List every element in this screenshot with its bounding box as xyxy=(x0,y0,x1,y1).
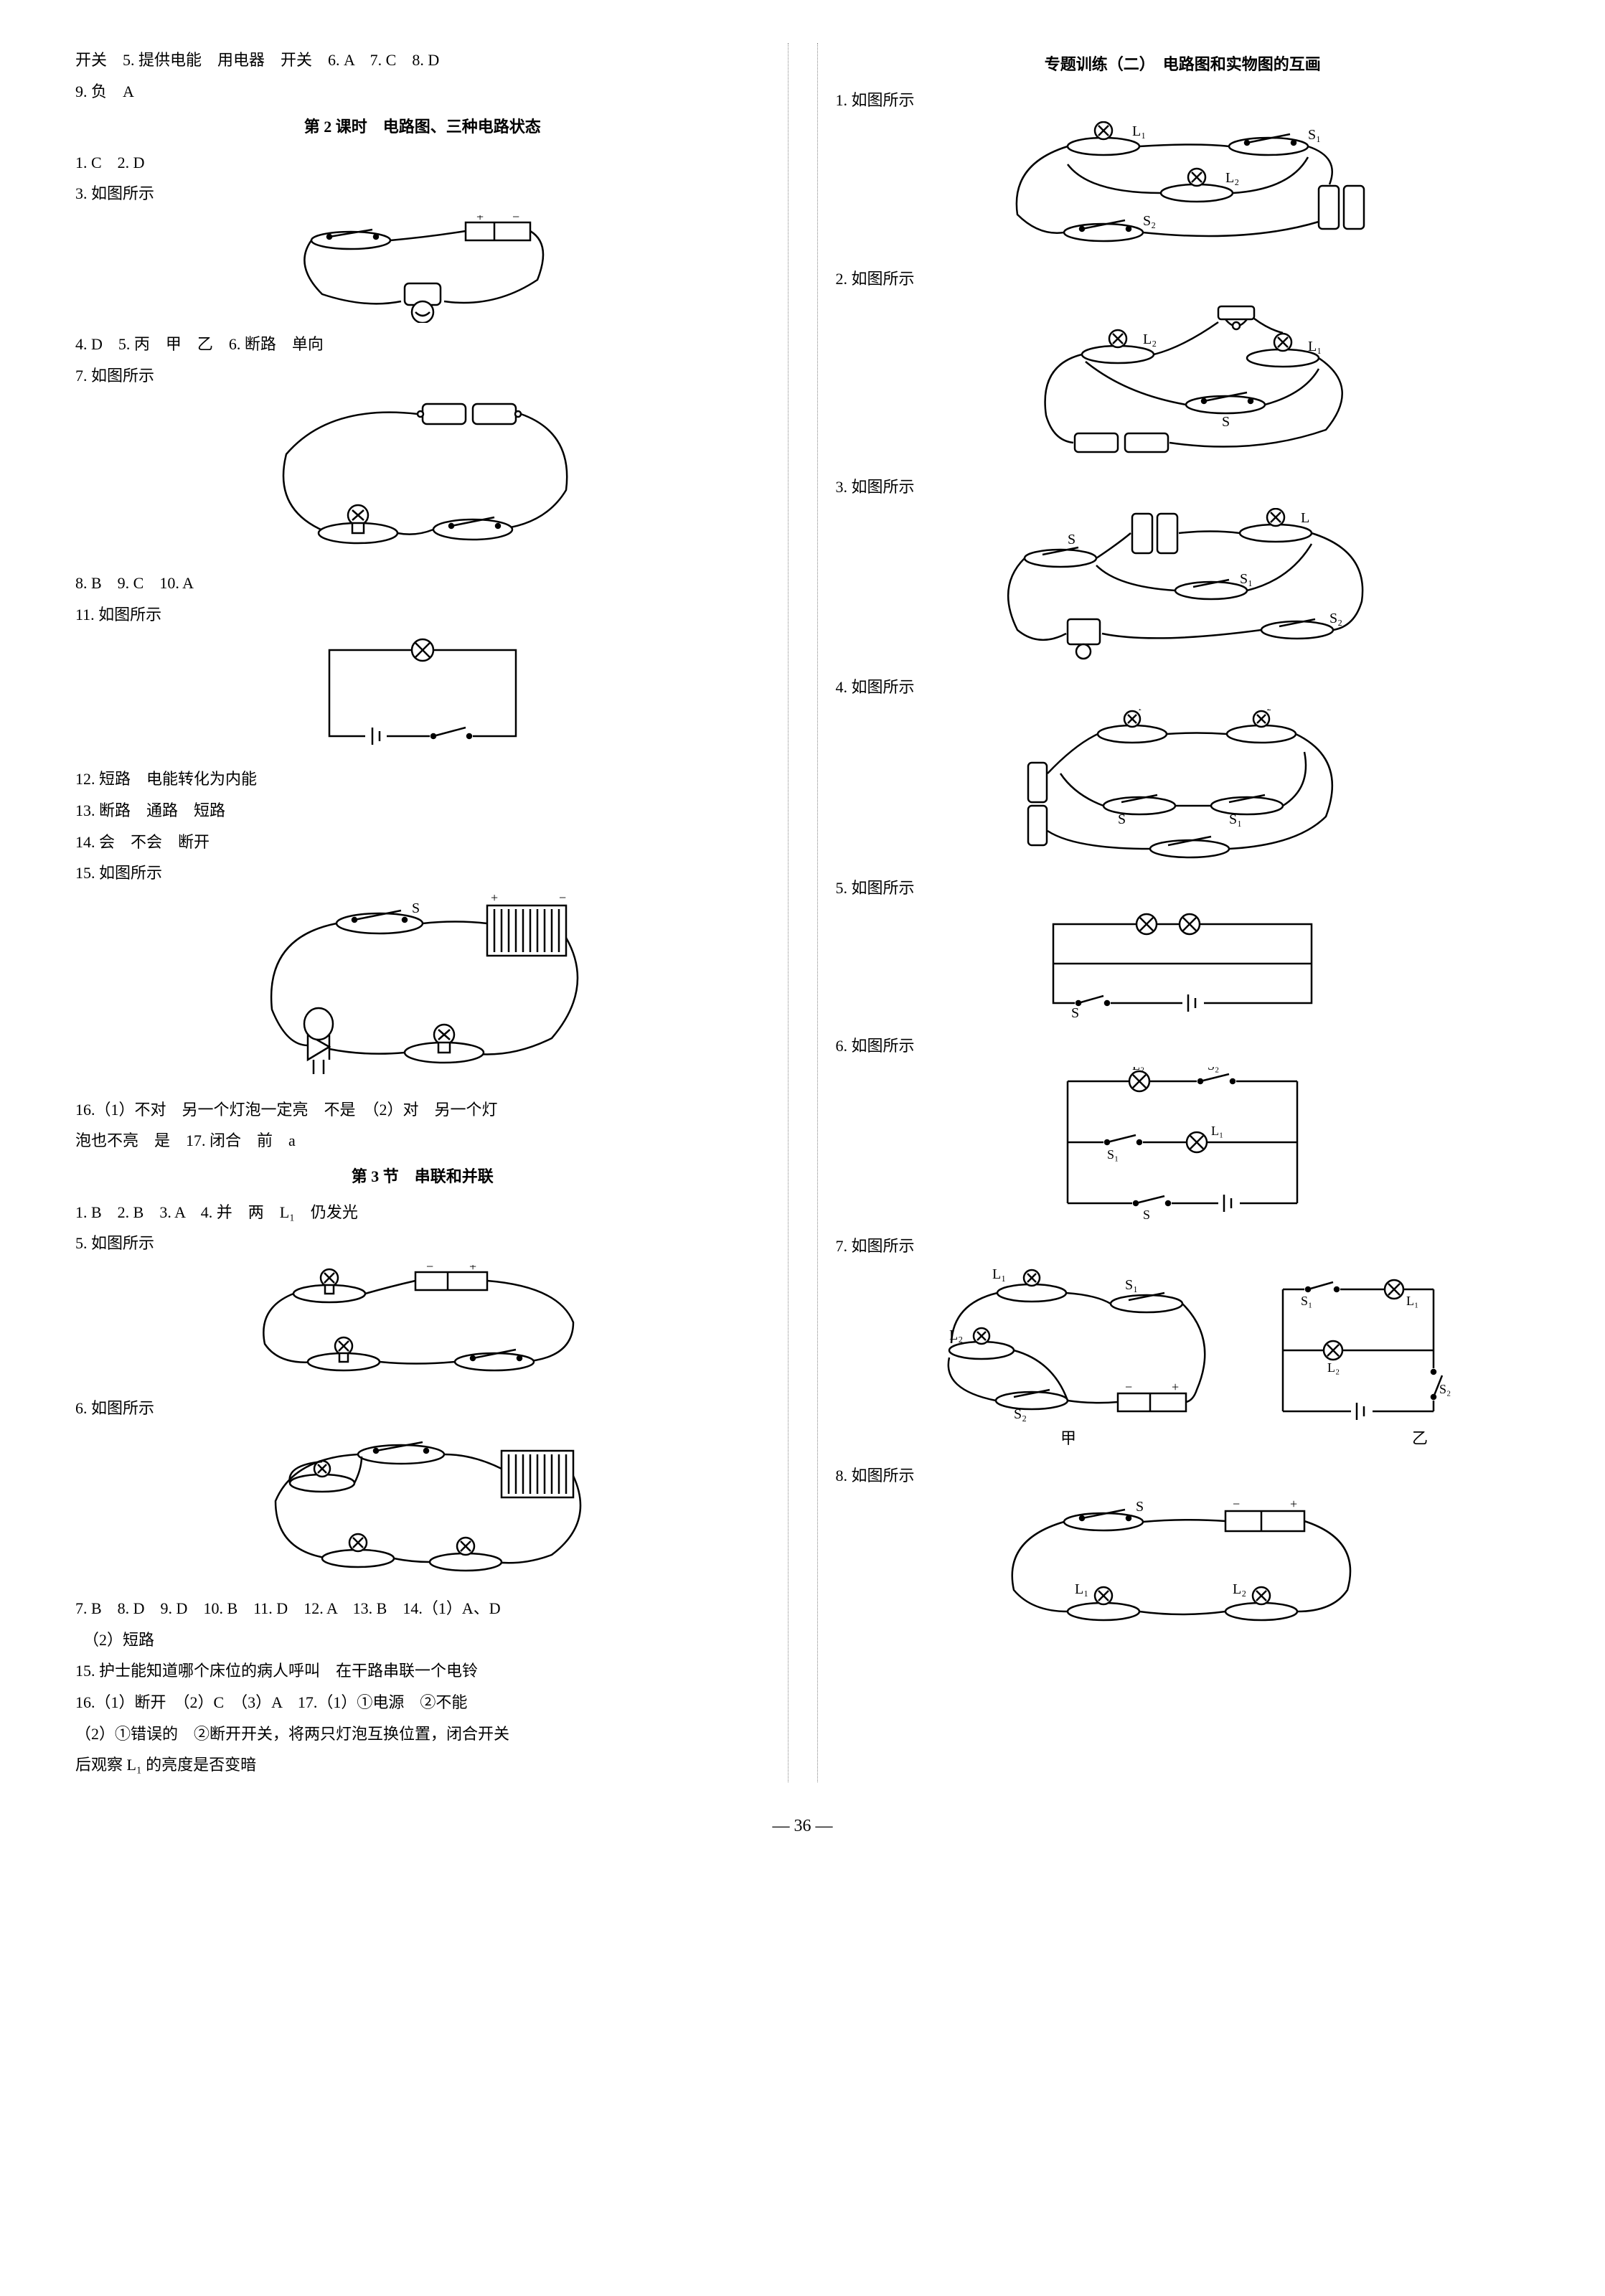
answer-line: 开关 5. 提供电能 用电器 开关 6. A 7. C 8. D xyxy=(75,46,770,75)
answer-line: 4. D 5. 丙 甲 乙 6. 断路 单向 xyxy=(75,330,770,359)
svg-text:+: + xyxy=(469,1265,476,1274)
answer-line: 6. 如图所示 xyxy=(836,1032,1530,1060)
answer-line: 3. 如图所示 xyxy=(836,473,1530,502)
svg-text:S₁: S₁ xyxy=(1107,1147,1119,1162)
left-column: 开关 5. 提供电能 用电器 开关 6. A 7. C 8. D 9. 负 A … xyxy=(57,43,789,1782)
circuit-diagram-left-7 xyxy=(75,397,770,562)
page-number: — 36 — xyxy=(57,1811,1548,1842)
svg-text:S: S xyxy=(412,900,420,916)
circuit-diagram-right-8: S − + L₁ L₂ xyxy=(836,1497,1530,1640)
svg-text:S₂: S₂ xyxy=(1329,611,1342,626)
circuit-diagram-left-s6 xyxy=(75,1429,770,1587)
svg-text:S₂: S₂ xyxy=(1439,1382,1451,1396)
svg-text:−: − xyxy=(426,1265,433,1274)
svg-text:S₁: S₁ xyxy=(1125,1277,1138,1293)
svg-text:S₂: S₂ xyxy=(1143,213,1156,229)
svg-text:S₁: S₁ xyxy=(1301,1294,1312,1308)
svg-text:L₂: L₂ xyxy=(1132,1067,1144,1073)
circuit-diagram-left-s5: − + xyxy=(75,1265,770,1387)
svg-text:L₁: L₁ xyxy=(1129,709,1142,711)
svg-text:S: S xyxy=(1136,1499,1144,1515)
answer-line: 16.（1）断开 （2）C （3）A 17.（1）①电源 ②不能 xyxy=(75,1688,770,1717)
answer-line: 3. 如图所示 xyxy=(75,179,770,208)
circuit-diagram-left-15: + − S xyxy=(75,895,770,1088)
circuit-diagram-right-3: L S S₁ S₂ xyxy=(836,508,1530,666)
svg-text:S: S xyxy=(1143,1208,1150,1222)
svg-text:L₂: L₂ xyxy=(1258,709,1271,711)
label-yi: 乙 xyxy=(1412,1429,1428,1447)
answer-line: 16.（1）不对 另一个灯泡一定亮 不是 （2）对 另一个灯 xyxy=(75,1096,770,1124)
answer-line: 1. C 2. D xyxy=(75,149,770,177)
answer-line: 7. 如图所示 xyxy=(75,362,770,390)
answer-line: 9. 负 A xyxy=(75,77,770,106)
svg-text:L₂: L₂ xyxy=(1143,331,1157,347)
answer-line: 1. B 2. B 3. A 4. 并 两 L₁ 仍发光 xyxy=(75,1198,770,1227)
svg-text:L₁: L₁ xyxy=(1406,1294,1418,1308)
answer-line: 11. 如图所示 xyxy=(75,601,770,629)
svg-text:S₁: S₁ xyxy=(1240,571,1253,587)
svg-text:+: + xyxy=(1172,1380,1179,1394)
svg-text:S: S xyxy=(1068,532,1076,547)
circuit-diagram-right-1: L₁ S₁ L₂ S₂ xyxy=(836,121,1530,258)
svg-text:L: L xyxy=(1301,510,1309,526)
circuit-diagram-right-5: S xyxy=(836,910,1530,1025)
answer-line: 2. 如图所示 xyxy=(836,265,1530,293)
circuit-diagram-right-2: L₂ L₁ S xyxy=(836,301,1530,466)
svg-text:+: + xyxy=(491,895,498,905)
label-jia: 甲 xyxy=(1060,1429,1076,1447)
answer-line: （2）①错误的 ②断开开关，将两只灯泡互换位置，闭合开关 xyxy=(75,1720,770,1749)
svg-text:S₂: S₂ xyxy=(1014,1406,1027,1422)
circuit-diagram-left-3: + − xyxy=(75,215,770,323)
svg-text:L₁: L₁ xyxy=(1075,1581,1088,1597)
section-title: 第 2 课时 电路图、三种电路状态 xyxy=(75,113,770,141)
svg-text:S₁: S₁ xyxy=(1308,127,1321,143)
answer-line: （2）短路 xyxy=(75,1626,770,1655)
svg-text:−: − xyxy=(1233,1497,1240,1511)
svg-text:L₂: L₂ xyxy=(1225,170,1239,186)
answer-line: 13. 断路 通路 短路 xyxy=(75,796,770,825)
answer-line: 8. 如图所示 xyxy=(836,1462,1530,1490)
answer-line: 4. 如图所示 xyxy=(836,673,1530,702)
svg-text:S: S xyxy=(1071,1005,1079,1021)
svg-text:S₂: S₂ xyxy=(1208,1067,1219,1073)
answer-line: 7. B 8. D 9. D 10. B 11. D 12. A 13. B 1… xyxy=(75,1594,770,1623)
svg-text:−: − xyxy=(559,895,566,905)
answer-line: 1. 如图所示 xyxy=(836,86,1530,115)
svg-text:−: − xyxy=(512,215,519,224)
section-title: 专题训练（二） 电路图和实物图的互画 xyxy=(836,50,1530,79)
svg-text:L₁: L₁ xyxy=(1308,339,1322,354)
svg-text:L₂: L₂ xyxy=(1327,1360,1340,1375)
answer-line: 后观察 L₁ 的亮度是否变暗 xyxy=(75,1751,770,1779)
answer-line: 泡也不亮 是 17. 闭合 前 a xyxy=(75,1126,770,1155)
svg-text:L₁: L₁ xyxy=(992,1268,1006,1282)
answer-line: 12. 短路 电能转化为内能 xyxy=(75,765,770,794)
svg-text:+: + xyxy=(1290,1497,1297,1511)
answer-line: 14. 会 不会 断开 xyxy=(75,828,770,857)
answer-line: 15. 护士能知道哪个床位的病人呼叫 在干路串联一个电铃 xyxy=(75,1657,770,1685)
svg-text:S₁: S₁ xyxy=(1229,811,1242,827)
circuit-diagram-left-11 xyxy=(75,636,770,758)
answer-line: 8. B 9. C 10. A xyxy=(75,569,770,598)
svg-text:L₂: L₂ xyxy=(1233,1581,1246,1597)
answer-line: 15. 如图所示 xyxy=(75,859,770,888)
svg-text:+: + xyxy=(476,215,484,224)
svg-text:L₁: L₁ xyxy=(1132,123,1146,139)
circuit-diagram-right-7: L₁ S₁ L₂ S₂ xyxy=(836,1268,1530,1454)
right-column: 专题训练（二） 电路图和实物图的互画 1. 如图所示 L₁ S₁ xyxy=(817,43,1548,1782)
circuit-diagram-right-6: L₂ S₂ L₁ S₁ xyxy=(836,1067,1530,1225)
page-layout: 开关 5. 提供电能 用电器 开关 6. A 7. C 8. D 9. 负 A … xyxy=(57,43,1548,1782)
svg-text:−: − xyxy=(1125,1380,1132,1394)
answer-line: 5. 如图所示 xyxy=(836,874,1530,903)
section-title: 第 3 节 串联和并联 xyxy=(75,1162,770,1191)
circuit-diagram-right-4: L₁ L₂ S S₁ xyxy=(836,709,1530,867)
answer-line: 5. 如图所示 xyxy=(75,1229,770,1258)
answer-line: 6. 如图所示 xyxy=(75,1394,770,1423)
svg-text:L₁: L₁ xyxy=(1211,1124,1223,1138)
svg-text:S: S xyxy=(1222,414,1230,430)
answer-line: 7. 如图所示 xyxy=(836,1232,1530,1261)
svg-text:S: S xyxy=(1118,811,1126,827)
